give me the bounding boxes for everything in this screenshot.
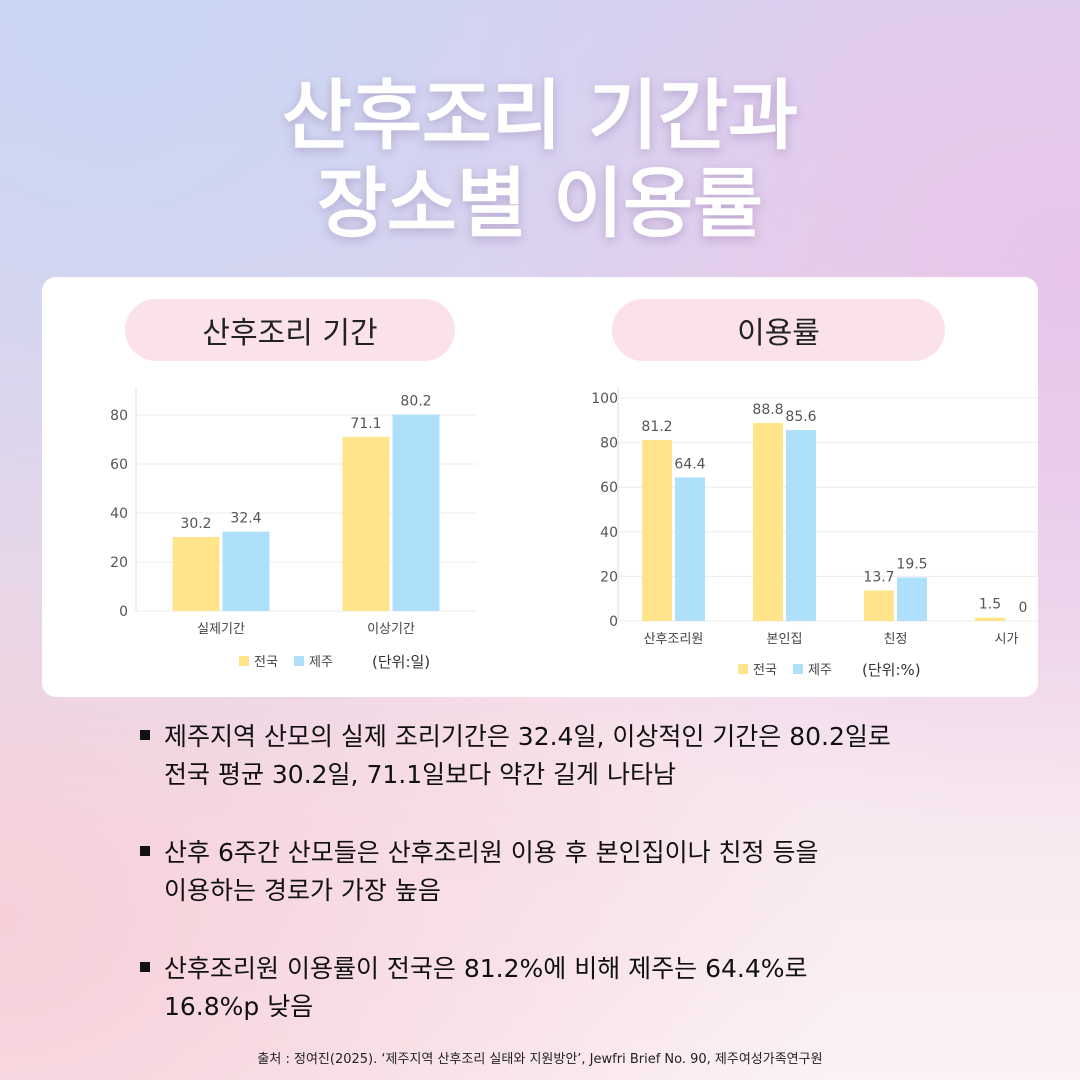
bullet-square-icon [140, 962, 150, 972]
y-tick-label: 60 [110, 457, 128, 473]
bar-제주-본인집 [786, 430, 816, 621]
unit-label: (단위:%) [862, 661, 921, 679]
bar-제주-산후조리원 [675, 477, 705, 621]
bar-전국-실제기간 [172, 537, 220, 611]
data-label: 80.2 [400, 394, 431, 410]
bullet-1-line-2: 전국 평균 30.2일, 71.1일보다 약간 길게 나타남 [164, 760, 676, 789]
x-tick-label: 이상기간 [367, 622, 415, 637]
legend-swatch [239, 656, 249, 666]
bullet-square-icon [140, 730, 150, 740]
source-citation: 출처 : 정여진(2025). ‘제주지역 산후조리 실태와 지원방안’, Je… [257, 1052, 823, 1067]
x-tick-label: 본인집 [767, 632, 803, 647]
legend-swatch [738, 664, 748, 674]
bullet-item-3: 산후조리원 이용률이 전국은 81.2%에 비해 제주는 64.4%로 16.8… [140, 950, 1040, 1026]
y-tick-label: 100 [591, 391, 618, 407]
bullet-square-icon [140, 846, 150, 856]
bar-전국-친정 [864, 590, 894, 621]
bar-제주-친정 [897, 577, 927, 621]
page-title: 산후조리 기간과 장소별 이용률 [0, 72, 1080, 248]
legend-swatch [294, 656, 304, 666]
bar-제주-이상기간 [392, 414, 440, 611]
data-label: 64.4 [674, 456, 705, 472]
legend-swatch [793, 664, 803, 674]
data-label: 0 [1019, 600, 1028, 616]
data-label: 85.6 [785, 409, 816, 425]
bar-전국-본인집 [753, 422, 783, 621]
data-label: 30.2 [180, 516, 211, 532]
legend-label: 전국 [753, 663, 777, 678]
y-tick-label: 80 [600, 436, 618, 452]
bullet-3-line-2: 16.8%p 낮음 [164, 992, 314, 1021]
bullet-2-line-2: 이용하는 경로가 가장 높음 [164, 876, 441, 905]
data-label: 13.7 [863, 569, 894, 585]
unit-label: (단위:일) [372, 653, 430, 671]
bullet-1-line-1: 제주지역 산모의 실제 조리기간은 32.4일, 이상적인 기간은 80.2일로 [164, 722, 891, 751]
y-tick-label: 60 [600, 480, 618, 496]
chart-card: 산후조리 기간 이용률 0 20 40 60 80 30.2 32.4 실제기간 71.1 80.… [42, 277, 1038, 697]
legend-label: 제주 [309, 655, 333, 670]
y-tick-label: 20 [110, 555, 128, 571]
x-tick-label: 실제기간 [197, 622, 245, 637]
bullet-3-line-1: 산후조리원 이용률이 전국은 81.2%에 비해 제주는 64.4%로 [164, 954, 808, 983]
title-line-2: 장소별 이용률 [317, 159, 763, 248]
bar-전국-시가 [975, 617, 1005, 621]
bullet-2-line-1: 산후 6주간 산모들은 산후조리원 이용 후 본인집이나 친정 등을 [164, 838, 819, 867]
legend-label: 제주 [808, 663, 832, 678]
bullet-item-2: 산후 6주간 산모들은 산후조리원 이용 후 본인집이나 친정 등을 이용하는 … [140, 834, 1040, 910]
y-tick-label: 80 [110, 408, 128, 424]
data-label: 19.5 [896, 557, 927, 573]
x-tick-label: 산후조리원 [644, 632, 704, 647]
bar-전국-산후조리원 [642, 439, 672, 621]
y-tick-label: 40 [110, 506, 128, 522]
data-label: 71.1 [350, 416, 381, 432]
data-label: 88.8 [752, 402, 783, 418]
data-label: 32.4 [230, 511, 261, 527]
y-tick-label: 40 [600, 525, 618, 541]
title-line-1: 산후조리 기간과 [282, 71, 798, 160]
y-tick-label: 0 [119, 604, 128, 620]
data-label: 1.5 [979, 597, 1001, 613]
y-tick-label: 0 [609, 614, 618, 630]
data-label: 81.2 [641, 419, 672, 435]
y-tick-label: 20 [600, 569, 618, 585]
bar-제주-실제기간 [222, 531, 270, 611]
chart2-title: 이용률 [612, 299, 945, 361]
chart-usage: 0 20 40 60 80 100 81.2 64.4 산후조리원 88.8 85.6 본인집 13.7… [591, 387, 1038, 679]
legend-label: 전국 [254, 655, 278, 670]
bar-전국-이상기간 [342, 436, 390, 611]
bullet-item-1: 제주지역 산모의 실제 조리기간은 32.4일, 이상적인 기간은 80.2일로… [140, 718, 1040, 794]
bullet-list: 제주지역 산모의 실제 조리기간은 32.4일, 이상적인 기간은 80.2일로… [140, 718, 1040, 1066]
chart1-title: 산후조리 기간 [125, 299, 455, 361]
x-tick-label: 시가 [995, 632, 1019, 647]
x-tick-label: 친정 [884, 632, 908, 647]
